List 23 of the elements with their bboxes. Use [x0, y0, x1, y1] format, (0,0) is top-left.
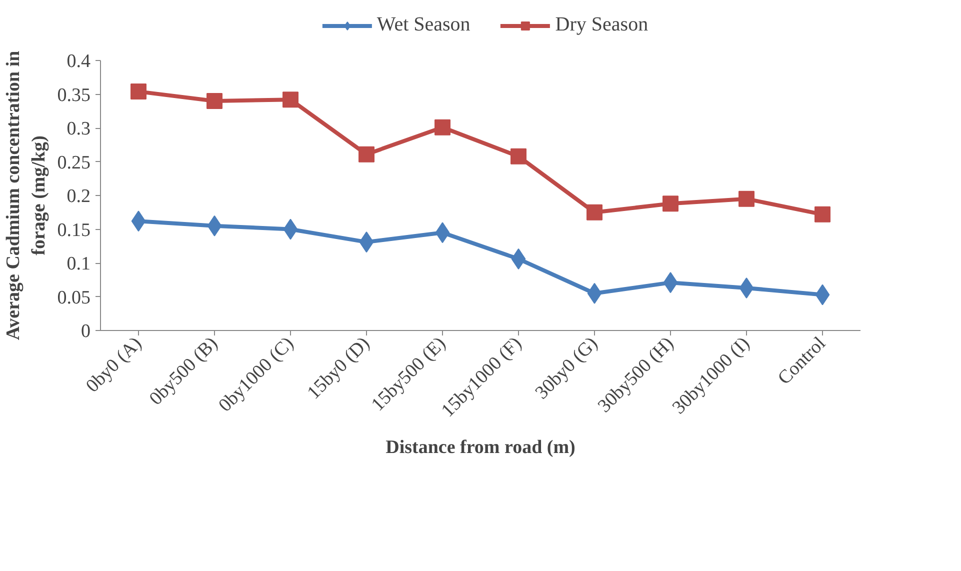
y-tick-label: 0 — [81, 321, 90, 342]
y-tick-label: 0.3 — [66, 118, 90, 140]
y-tick-label: 0.05 — [57, 287, 90, 308]
y-tick-label: 0.15 — [57, 220, 90, 241]
point — [282, 92, 298, 108]
point — [510, 148, 526, 164]
point — [434, 119, 450, 136]
point — [662, 196, 678, 212]
point — [586, 204, 602, 220]
point — [206, 93, 222, 109]
legend-label: Dry Season — [555, 14, 648, 36]
point — [738, 190, 754, 207]
y-tick-label: 0.35 — [57, 84, 90, 106]
y-tick-label: 0.2 — [66, 186, 90, 207]
point — [358, 146, 374, 162]
legend-label: Wet Season — [376, 14, 470, 36]
y-tick-label: 0.25 — [57, 152, 90, 174]
y-axis-title: Average Cadmium concentration in forage (mg/kg) — [3, 50, 50, 340]
y-tick-label: 0.4 — [66, 51, 91, 72]
point — [130, 84, 146, 100]
y-tick-label: 0.1 — [66, 254, 90, 274]
point — [814, 206, 830, 222]
x-axis-title: Distance from road (m) — [386, 436, 576, 458]
